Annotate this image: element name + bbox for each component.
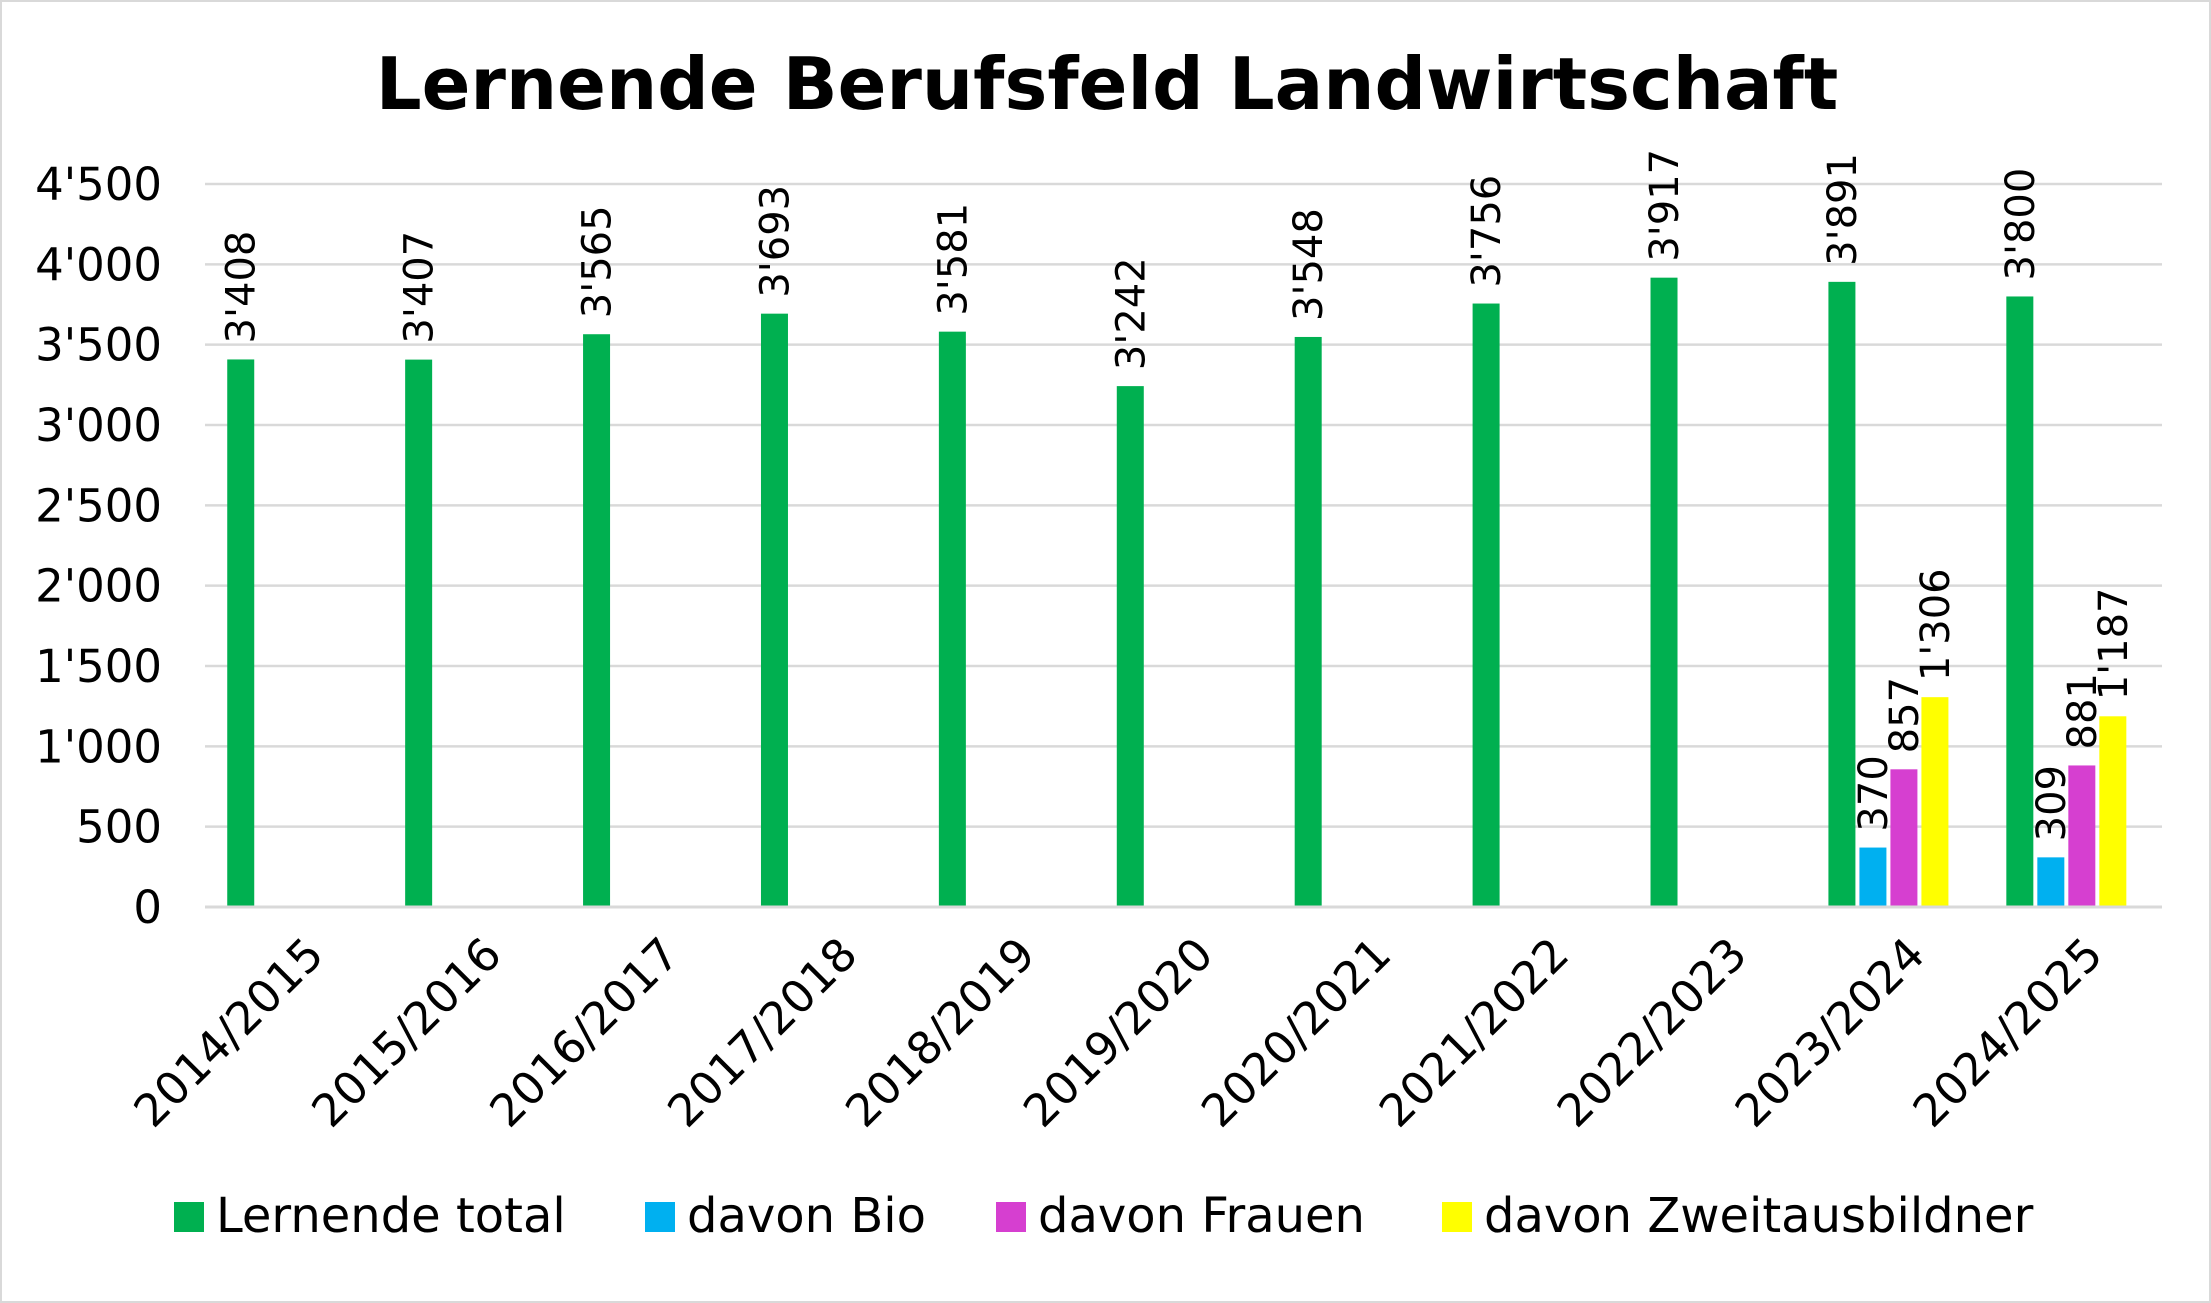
- bar-davon-bio: [2037, 857, 2065, 907]
- x-tick-label: 2019/2020: [1013, 927, 1223, 1137]
- data-label: 1'187: [2091, 587, 2137, 700]
- x-tick-label: 2014/2015: [124, 927, 334, 1137]
- data-label: 3'800: [1998, 168, 2044, 281]
- x-tick-label: 2022/2023: [1547, 927, 1757, 1137]
- y-tick-label: 1'000: [35, 720, 162, 773]
- x-tick-label: 2015/2016: [301, 927, 511, 1137]
- bar-davon-frauen: [1890, 769, 1918, 907]
- legend-label: davon Bio: [687, 1188, 926, 1244]
- data-label: 1'306: [1913, 568, 1959, 681]
- y-tick-label: 1'500: [35, 640, 162, 693]
- bar-lernende-total: [1116, 386, 1144, 907]
- bar-davon-zweitausbildner: [1921, 697, 1949, 907]
- y-tick-label: 3'000: [35, 399, 162, 452]
- y-tick-label: 0: [133, 881, 162, 934]
- x-tick-label: 2024/2025: [1903, 927, 2113, 1137]
- y-tick-label: 2'000: [35, 560, 162, 613]
- bar-davon-frauen: [2068, 765, 2096, 907]
- bar-lernende-total: [1828, 281, 1856, 907]
- data-label: 857: [1882, 677, 1928, 753]
- x-tick-label: 2017/2018: [657, 927, 867, 1137]
- data-label: 3'917: [1642, 149, 1688, 262]
- data-label: 3'581: [930, 203, 976, 316]
- bar-lernende-total: [1472, 303, 1500, 907]
- data-label: 309: [2029, 765, 2075, 841]
- x-axis: 2014/20152015/20162016/20172017/20182018…: [124, 905, 2162, 1137]
- bar-lernende-total: [2006, 296, 2034, 907]
- bar-davon-bio: [1859, 847, 1887, 907]
- bar-lernende-total: [405, 359, 433, 908]
- legend-swatch: [1442, 1202, 1472, 1232]
- data-label: 881: [2060, 673, 2106, 749]
- x-tick-label: 2023/2024: [1725, 927, 1935, 1137]
- legend-label: davon Zweitausbildner: [1484, 1188, 2034, 1244]
- chart-title: Lernende Berufsfeld Landwirtschaft: [376, 42, 1839, 126]
- x-tick-label: 2020/2021: [1191, 927, 1401, 1137]
- data-label: 3'242: [1108, 257, 1154, 370]
- y-axis: 0 500 1'000 1'500 2'000 2'500 3'000 3'500 4'000 4…: [35, 158, 162, 934]
- legend: Lernende total davon Bio davon Frauen davon…: [174, 1188, 2034, 1244]
- data-label: 3'891: [1820, 153, 1866, 266]
- bar-lernende-total: [1294, 336, 1322, 907]
- data-label: 3'565: [575, 205, 621, 318]
- bar-lernende-total: [760, 313, 788, 908]
- y-tick-label: 4'500: [35, 158, 162, 211]
- y-tick-label: 4'000: [35, 238, 162, 291]
- data-label: 3'407: [397, 231, 443, 344]
- legend-label: davon Frauen: [1038, 1188, 1365, 1244]
- y-tick-label: 500: [76, 801, 162, 854]
- y-tick-label: 2'500: [35, 479, 162, 532]
- gridlines: [205, 182, 2162, 909]
- data-label: 3'408: [219, 231, 265, 344]
- bar-lernende-total: [227, 359, 255, 907]
- legend-swatch: [996, 1202, 1026, 1232]
- legend-swatch: [645, 1202, 675, 1232]
- bar-davon-zweitausbildner: [2099, 716, 2127, 907]
- data-label: 3'548: [1286, 208, 1332, 321]
- y-tick-label: 3'500: [35, 319, 162, 372]
- data-label: 3'693: [752, 185, 798, 298]
- data-label: 370: [1851, 755, 1897, 831]
- bar-lernende-total: [1650, 277, 1678, 907]
- legend-swatch: [174, 1202, 204, 1232]
- bar-lernende-total: [583, 334, 611, 907]
- data-labels: 3'408 3'407 3'565 3'693 3'581 3'242 3'548 3'756…: [219, 149, 2137, 841]
- bar-lernende-total: [938, 331, 966, 907]
- data-label: 3'756: [1464, 175, 1510, 288]
- x-tick-label: 2021/2022: [1369, 927, 1579, 1137]
- x-tick-label: 2018/2019: [835, 927, 1045, 1137]
- bars: [227, 277, 2127, 908]
- legend-label: Lernende total: [216, 1188, 566, 1244]
- x-tick-label: 2016/2017: [479, 927, 689, 1137]
